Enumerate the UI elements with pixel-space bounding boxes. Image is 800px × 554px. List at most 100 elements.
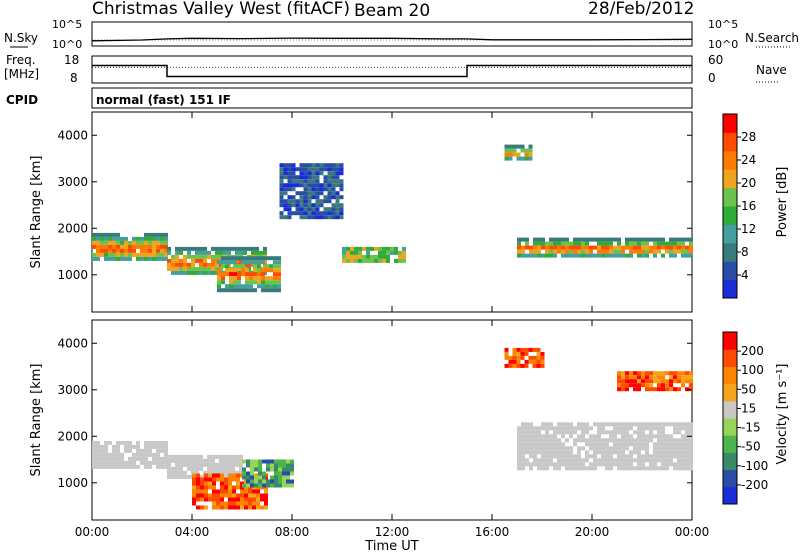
heatmap-cell	[625, 379, 629, 384]
heatmap-cell	[183, 454, 187, 459]
heatmap-cell	[128, 444, 132, 449]
heatmap-cell	[685, 249, 689, 254]
heatmap-cell	[212, 501, 216, 506]
heatmap-cell	[589, 249, 593, 254]
heatmap-cell	[637, 371, 641, 376]
heatmap-cell	[645, 466, 649, 471]
heatmap-cell	[112, 252, 116, 257]
heatmap-cell	[211, 458, 215, 463]
heatmap-cell	[641, 466, 645, 471]
heatmap-cell	[248, 493, 252, 498]
heatmap-cell	[553, 438, 557, 443]
heatmap-cell	[207, 266, 211, 271]
heatmap-cell	[164, 460, 168, 465]
heatmap-cell	[286, 467, 290, 472]
heatmap-cell	[609, 253, 613, 258]
heatmap-cell	[645, 434, 649, 439]
heatmap-cell	[233, 276, 237, 281]
heatmap-cell	[248, 505, 252, 510]
heatmap-cell	[191, 270, 195, 275]
heatmap-cell	[236, 497, 240, 502]
heatmap-cell	[508, 359, 513, 364]
heatmap-cell	[689, 383, 693, 388]
heatmap-cell	[541, 422, 545, 427]
heatmap-cell	[116, 452, 120, 457]
heatmap-cell	[346, 246, 350, 251]
x-tick-label: 00:00	[675, 525, 710, 539]
heatmap-cell	[673, 245, 677, 250]
colorbar-segment	[723, 332, 737, 350]
heatmap-cell	[224, 489, 228, 494]
heatmap-cell	[533, 249, 537, 254]
heatmap-cell	[508, 148, 513, 153]
heatmap-cell	[557, 245, 561, 250]
heatmap-cell	[645, 438, 649, 443]
heatmap-cell	[593, 458, 597, 463]
heatmap-cell	[374, 246, 378, 251]
heatmap-cell	[625, 430, 629, 435]
heatmap-cell	[265, 264, 269, 269]
heatmap-cell	[533, 426, 537, 431]
heatmap-cell	[228, 497, 232, 502]
heatmap-cell	[557, 462, 561, 467]
heatmap-cell	[593, 422, 597, 427]
heatmap-cell	[152, 244, 156, 249]
heatmap-cell	[645, 426, 649, 431]
heatmap-cell	[537, 430, 541, 435]
cpid-label: CPID	[6, 93, 38, 107]
heatmap-cell	[235, 470, 239, 475]
heatmap-cell	[504, 351, 509, 356]
freq-right-tick-low: 0	[708, 71, 716, 85]
heatmap-cell	[282, 471, 286, 476]
colorbar-segment	[723, 279, 737, 299]
heatmap-cell	[315, 187, 320, 192]
heatmap-cell	[605, 466, 609, 471]
heatmap-cell	[625, 375, 629, 380]
heatmap-cell	[549, 454, 553, 459]
heatmap-cell	[319, 191, 324, 196]
heatmap-cell	[315, 171, 320, 176]
heatmap-cell	[653, 375, 657, 380]
heatmap-cell	[327, 191, 332, 196]
heatmap-cell	[116, 240, 120, 245]
heatmap-cell	[286, 483, 290, 488]
heatmap-cell	[203, 262, 207, 267]
heatmap-cell	[282, 467, 286, 472]
heatmap-cell	[152, 252, 156, 257]
heatmap-cell	[601, 245, 605, 250]
heatmap-cell	[331, 183, 336, 188]
heatmap-cell	[254, 459, 258, 464]
heatmap-cell	[179, 246, 183, 251]
heatmap-cell	[565, 430, 569, 435]
power-y-axis-label: Slant Range [km]	[29, 156, 44, 269]
heatmap-cell	[577, 426, 581, 431]
heatmap-cell	[545, 462, 549, 467]
heatmap-cell	[661, 466, 665, 471]
heatmap-cell	[315, 195, 320, 200]
heatmap-cell	[282, 463, 286, 468]
heatmap-cell	[303, 187, 308, 192]
heatmap-cell	[264, 489, 268, 494]
heatmap-cell	[561, 245, 565, 250]
heatmap-cell	[504, 355, 509, 360]
heatmap-cell	[203, 258, 207, 263]
heatmap-cell	[232, 505, 236, 510]
heatmap-cell	[553, 249, 557, 254]
heatmap-cell	[669, 379, 673, 384]
heatmap-cell	[637, 253, 641, 258]
heatmap-cell	[245, 256, 249, 261]
heatmap-cell	[339, 163, 344, 168]
heatmap-cell	[335, 203, 340, 208]
heatmap-cell	[335, 215, 340, 220]
heatmap-cell	[677, 442, 681, 447]
heatmap-cell	[549, 249, 553, 254]
heatmap-cell	[270, 479, 274, 484]
heatmap-cell	[228, 489, 232, 494]
freq-label-line1: Freq.	[6, 53, 36, 67]
heatmap-cell	[270, 459, 274, 464]
heatmap-cell	[625, 241, 629, 246]
heatmap-cell	[366, 254, 370, 259]
heatmap-cell	[311, 195, 316, 200]
heatmap-cell	[203, 270, 207, 275]
heatmap-cell	[382, 254, 386, 259]
